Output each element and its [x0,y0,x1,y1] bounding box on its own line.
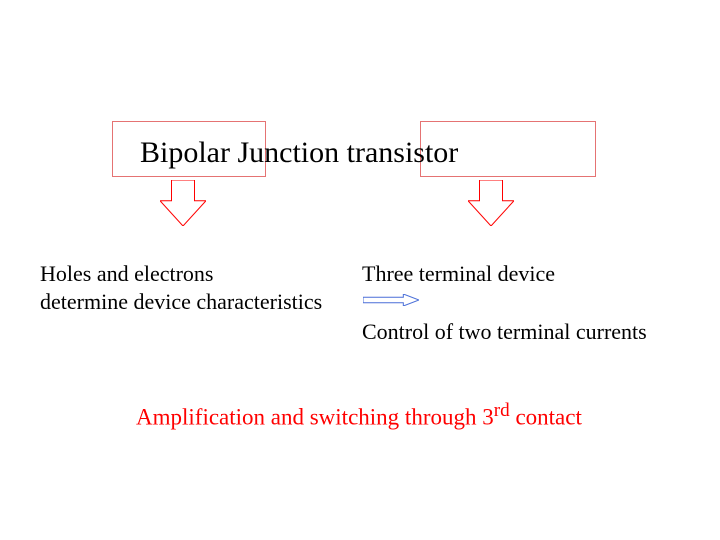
left-description: Holes and electrons determine device cha… [40,260,322,315]
right-line-1: Three terminal device [362,260,555,288]
title-text: Bipolar Junction transistor [140,134,458,172]
right-line-2: Control of two terminal currents [362,318,647,346]
left-line-1: Holes and electrons [40,260,322,288]
bottom-sup: rd [494,400,510,421]
down-arrow-right [468,180,514,226]
bottom-suffix: contact [510,405,582,430]
right-arrow-icon [363,294,419,306]
left-line-2: determine device characteristics [40,288,322,316]
bottom-prefix: Amplification and switching through 3 [136,405,494,430]
bottom-caption: Amplification and switching through 3rd … [136,400,582,431]
down-arrow-left [160,180,206,226]
